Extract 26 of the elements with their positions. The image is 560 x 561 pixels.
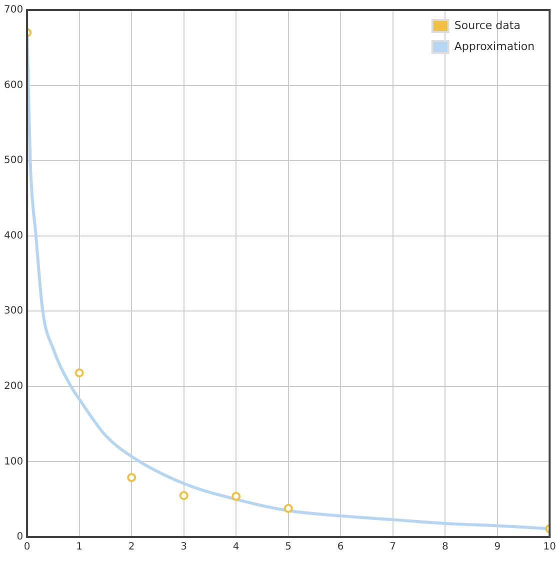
point <box>179 491 188 500</box>
x-tick-label: 4 <box>232 542 240 553</box>
point <box>284 504 293 513</box>
x-tick-label: 5 <box>285 542 292 553</box>
legend-label: Approximation <box>454 40 535 53</box>
point <box>74 368 84 378</box>
x-tick-label: 7 <box>390 542 396 553</box>
x-tick-label: 1 <box>76 542 83 553</box>
y-tick-label: 100 <box>4 456 24 468</box>
y-tick-label: 500 <box>4 155 24 166</box>
x-tick-label: 10 <box>543 542 556 553</box>
point <box>232 492 241 501</box>
x-tick-label: 9 <box>494 542 501 553</box>
y-tick-label: 300 <box>4 306 24 317</box>
x-tick-label: 8 <box>442 542 448 553</box>
x-tick-label: 2 <box>128 542 135 553</box>
y-tick-label: 400 <box>4 230 24 242</box>
y-tick-label: 0 <box>16 532 24 543</box>
y-tick-label: 200 <box>4 381 24 392</box>
point <box>127 473 136 482</box>
y-tick-label: 600 <box>4 80 24 91</box>
x-tick-label: 3 <box>180 542 188 553</box>
x-tick-label: 6 <box>337 542 344 553</box>
legend-label: Source data <box>454 18 520 32</box>
x-tick-label: 0 <box>24 542 30 553</box>
y-tick-label: 700 <box>4 4 24 16</box>
